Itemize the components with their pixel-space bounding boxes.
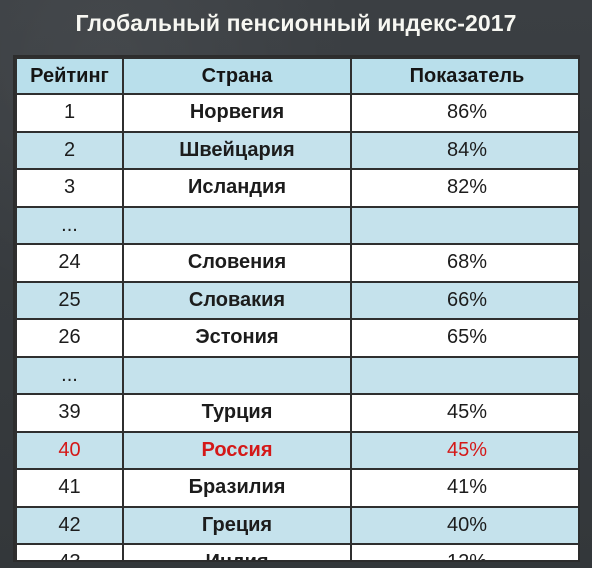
country-cell: Эстония	[122, 318, 352, 358]
ranking-table: Рейтинг Страна Показатель 1 Норвегия 86%…	[15, 57, 578, 560]
rank-cell: 40	[15, 430, 124, 470]
table-row: ...	[15, 355, 578, 395]
table-row-highlighted: 40 Россия 45%	[15, 430, 578, 470]
score-cell	[350, 355, 578, 395]
rank-cell: ...	[15, 355, 124, 395]
rank-cell: 25	[15, 280, 124, 320]
column-header-score: Показатель	[350, 57, 578, 95]
rank-cell: 39	[15, 393, 124, 433]
score-cell: 66%	[350, 280, 578, 320]
score-cell: 45%	[350, 430, 578, 470]
country-cell: Турция	[122, 393, 352, 433]
table-row: 43 Индия 12%	[15, 543, 578, 560]
score-cell	[350, 205, 578, 245]
table-row: 2 Швейцария 84%	[15, 130, 578, 170]
country-cell: Бразилия	[122, 468, 352, 508]
score-cell: 41%	[350, 468, 578, 508]
table-header-row: Рейтинг Страна Показатель	[15, 57, 578, 95]
country-cell: Словакия	[122, 280, 352, 320]
table-row: 25 Словакия 66%	[15, 280, 578, 320]
country-cell	[122, 205, 352, 245]
score-cell: 65%	[350, 318, 578, 358]
column-header-country: Страна	[122, 57, 352, 95]
rank-cell: 24	[15, 243, 124, 283]
score-cell: 84%	[350, 130, 578, 170]
score-cell: 86%	[350, 93, 578, 133]
score-cell: 82%	[350, 168, 578, 208]
country-cell: Словения	[122, 243, 352, 283]
country-cell: Россия	[122, 430, 352, 470]
country-cell: Норвегия	[122, 93, 352, 133]
country-cell: Исландия	[122, 168, 352, 208]
table-row: 42 Греция 40%	[15, 505, 578, 545]
pension-index-table: Рейтинг Страна Показатель 1 Норвегия 86%…	[13, 55, 580, 562]
table-row: 41 Бразилия 41%	[15, 468, 578, 508]
table-row: 24 Словения 68%	[15, 243, 578, 283]
rank-cell: ...	[15, 205, 124, 245]
page-title: Глобальный пенсионный индекс-2017	[75, 10, 517, 36]
rank-cell: 42	[15, 505, 124, 545]
table-row: 39 Турция 45%	[15, 393, 578, 433]
column-header-rank: Рейтинг	[15, 57, 124, 95]
rank-cell: 41	[15, 468, 124, 508]
score-cell: 68%	[350, 243, 578, 283]
table-row: 3 Исландия 82%	[15, 168, 578, 208]
rank-cell: 1	[15, 93, 124, 133]
score-cell: 12%	[350, 543, 578, 560]
score-cell: 45%	[350, 393, 578, 433]
rank-cell: 3	[15, 168, 124, 208]
rank-cell: 43	[15, 543, 124, 560]
country-cell: Греция	[122, 505, 352, 545]
country-cell	[122, 355, 352, 395]
table-row: ...	[15, 205, 578, 245]
rank-cell: 26	[15, 318, 124, 358]
country-cell: Швейцария	[122, 130, 352, 170]
country-cell: Индия	[122, 543, 352, 560]
score-cell: 40%	[350, 505, 578, 545]
table-row: 26 Эстония 65%	[15, 318, 578, 358]
table-row: 1 Норвегия 86%	[15, 93, 578, 133]
rank-cell: 2	[15, 130, 124, 170]
